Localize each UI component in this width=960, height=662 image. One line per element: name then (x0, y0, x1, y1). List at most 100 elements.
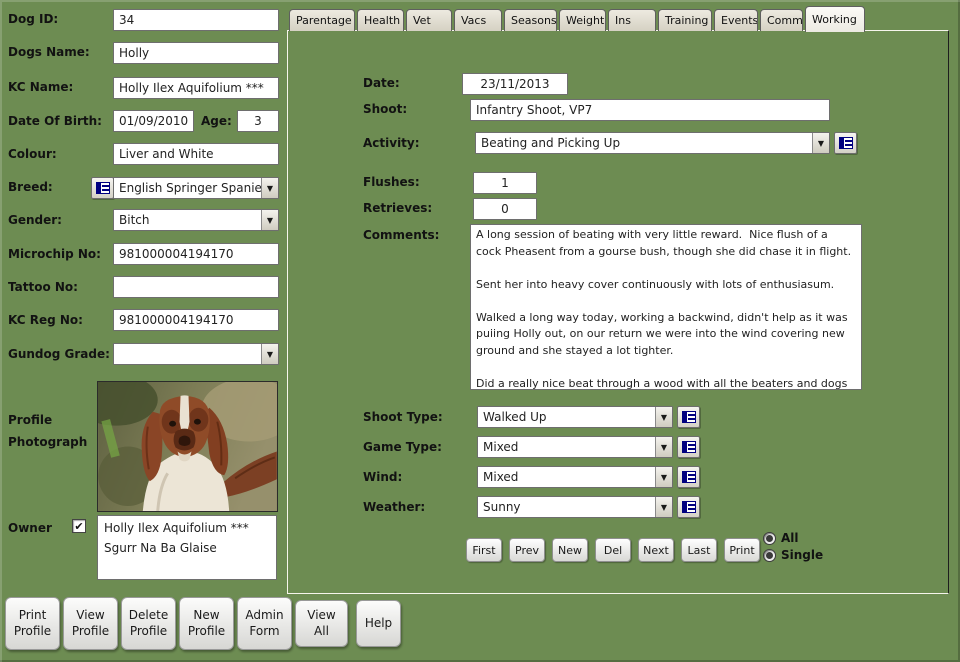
tab-working[interactable]: Working (805, 6, 865, 32)
records-all-radio[interactable] (763, 532, 776, 545)
new-profile-button[interactable]: New Profile (179, 597, 234, 650)
dogs-name-input[interactable] (113, 42, 279, 64)
shoot-type-combo-value: Walked Up (483, 410, 547, 424)
chevron-down-icon[interactable]: ▼ (261, 210, 278, 230)
chevron-down-icon[interactable]: ▼ (655, 467, 672, 487)
weather-builder-button[interactable] (677, 496, 700, 518)
weather-combo-value: Sunny (483, 500, 521, 514)
form-builder-icon (681, 441, 696, 453)
breed-combo[interactable]: English Springer Spaniel ▼ (113, 177, 279, 199)
colour-label: Colour: (8, 147, 57, 161)
weather-label: Weather: (363, 500, 426, 514)
activity-combo[interactable]: Beating and Picking Up ▼ (475, 132, 830, 154)
date-label: Date: (363, 76, 400, 90)
tab-vacs[interactable]: Vacs (454, 9, 502, 31)
comments-textarea[interactable]: A long session of beating with very litt… (470, 224, 862, 390)
gender-combo-value: Bitch (119, 213, 150, 227)
admin-form-button[interactable]: Admin Form (237, 597, 292, 650)
game-type-combo[interactable]: Mixed ▼ (477, 436, 673, 458)
tab-seasons[interactable]: Seasons (504, 9, 557, 31)
shoot-label: Shoot: (363, 102, 408, 116)
first-record-button[interactable]: First (466, 538, 502, 562)
tab-weight[interactable]: Weight (559, 9, 606, 31)
weather-combo[interactable]: Sunny ▼ (477, 496, 673, 518)
wind-combo[interactable]: Mixed ▼ (477, 466, 673, 488)
tab-strip: Parentage Health Vet Vacs Seasons Weight… (289, 5, 867, 32)
chevron-down-icon[interactable]: ▼ (655, 437, 672, 457)
dog-id-label: Dog ID: (8, 12, 59, 26)
chevron-down-icon[interactable]: ▼ (261, 178, 278, 198)
shoot-input[interactable] (470, 99, 830, 121)
breed-label: Breed: (8, 180, 53, 194)
colour-input[interactable] (113, 143, 279, 165)
kc-name-label: KC Name: (8, 80, 74, 94)
age-input[interactable] (237, 110, 279, 132)
owner-checkbox[interactable]: ✔ (72, 519, 86, 533)
dob-label: Date Of Birth: (8, 114, 102, 128)
chevron-down-icon[interactable]: ▼ (655, 407, 672, 427)
records-single-radio[interactable] (763, 549, 776, 562)
last-record-button[interactable]: Last (681, 538, 717, 562)
shoot-type-builder-button[interactable] (677, 406, 700, 428)
microchip-label: Microchip No: (8, 247, 101, 261)
retrieves-label: Retrieves: (363, 201, 433, 215)
chevron-down-icon[interactable]: ▼ (261, 344, 278, 364)
tab-training[interactable]: Training (658, 9, 712, 31)
tab-vet[interactable]: Vet (406, 9, 452, 31)
activity-builder-button[interactable] (834, 132, 857, 154)
tab-events[interactable]: Events (714, 9, 758, 31)
gundog-grade-combo-value (114, 344, 261, 364)
activity-label: Activity: (363, 136, 420, 150)
tab-health[interactable]: Health (357, 9, 404, 31)
owner-list-item[interactable]: Holly Ilex Aquifolium *** (104, 521, 249, 535)
kc-name-input[interactable] (113, 77, 279, 99)
shoot-type-combo[interactable]: Walked Up ▼ (477, 406, 673, 428)
retrieves-input[interactable] (473, 198, 537, 220)
view-all-button[interactable]: View All (295, 600, 348, 647)
owner-list-item[interactable]: Sgurr Na Ba Glaise (104, 541, 217, 556)
print-record-button[interactable]: Print (724, 538, 760, 562)
kc-reg-label: KC Reg No: (8, 313, 83, 327)
shoot-type-label: Shoot Type: (363, 410, 443, 424)
breed-builder-button[interactable] (91, 177, 114, 199)
print-profile-button[interactable]: Print Profile (5, 597, 60, 650)
gundog-grade-combo[interactable]: ▼ (113, 343, 279, 365)
date-input[interactable] (462, 73, 568, 95)
delete-record-button[interactable]: Del (595, 538, 631, 562)
profile-photo (74, 374, 297, 512)
delete-profile-button[interactable]: Delete Profile (121, 597, 176, 650)
chevron-down-icon[interactable]: ▼ (655, 497, 672, 517)
tab-parentage[interactable]: Parentage (289, 9, 355, 31)
flushes-input[interactable] (473, 172, 537, 194)
owner-listbox[interactable]: Holly Ilex Aquifolium *** Sgurr Na Ba Gl… (97, 515, 277, 580)
form-builder-icon (681, 471, 696, 483)
game-type-builder-button[interactable] (677, 436, 700, 458)
gender-combo[interactable]: Bitch ▼ (113, 209, 279, 231)
working-tab-page (287, 30, 949, 594)
tab-ins[interactable]: Ins (608, 9, 656, 31)
help-button[interactable]: Help (356, 600, 401, 647)
breed-combo-value: English Springer Spaniel (119, 181, 261, 195)
microchip-input[interactable] (113, 243, 279, 265)
dog-id-input[interactable] (113, 9, 279, 31)
gender-label: Gender: (8, 213, 62, 227)
owner-label: Owner (8, 521, 52, 535)
dob-input[interactable] (113, 110, 194, 132)
new-record-button[interactable]: New (552, 538, 588, 562)
game-type-combo-value: Mixed (483, 440, 519, 454)
tattoo-input[interactable] (113, 276, 279, 298)
check-icon: ✔ (74, 519, 84, 533)
view-profile-button[interactable]: View Profile (63, 597, 118, 650)
form-builder-icon (681, 501, 696, 513)
next-record-button[interactable]: Next (638, 538, 674, 562)
chevron-down-icon[interactable]: ▼ (812, 133, 829, 153)
kc-reg-input[interactable] (113, 309, 279, 331)
activity-combo-value: Beating and Picking Up (481, 136, 621, 150)
wind-builder-button[interactable] (677, 466, 700, 488)
profile-photo-label: Profile Photograph (8, 413, 88, 449)
records-all-label: All (781, 531, 799, 545)
tab-comm[interactable]: Comm (760, 9, 803, 31)
prev-record-button[interactable]: Prev (509, 538, 545, 562)
wind-combo-value: Mixed (483, 470, 519, 484)
